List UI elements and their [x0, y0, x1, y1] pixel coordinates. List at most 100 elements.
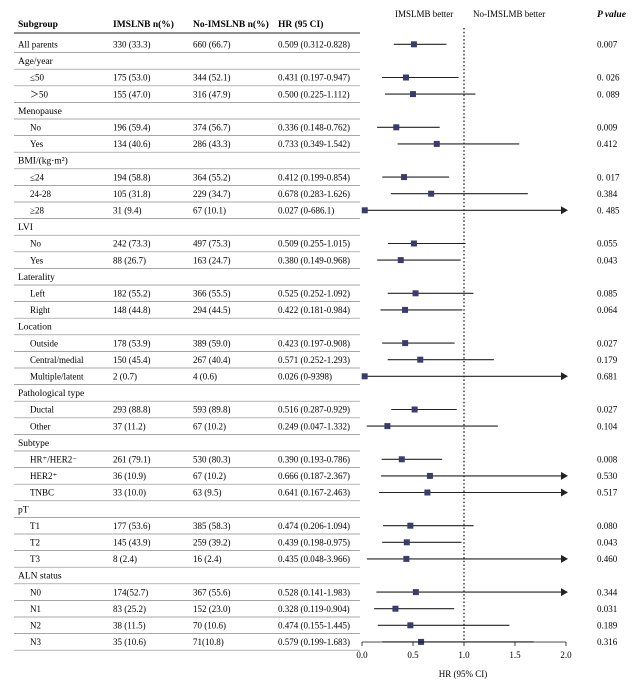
cell-p-value: 0.189	[597, 621, 618, 631]
group-label: ALN status	[18, 572, 62, 582]
cell-hr: 0.666 (0.187-2.367)	[278, 471, 350, 481]
cell-p-value: 0.043	[597, 538, 618, 548]
cell-imslnb: 37 (11.2)	[113, 421, 146, 431]
x-axis-ticks: 0.0 0.5 1.0 1.5 2.0	[356, 642, 572, 660]
row-label: 24-28	[30, 189, 51, 199]
group-label: LVI	[18, 223, 33, 233]
header-subgroup: Subgroup	[18, 20, 58, 30]
ci-marks	[361, 41, 568, 645]
cell-hr: 0.249 (0.047-1.332)	[278, 421, 350, 431]
hr-point	[402, 306, 409, 313]
cell-hr: 0.509 (0.312-0.828)	[278, 40, 350, 50]
ci-arrow	[561, 372, 568, 381]
cell-no-imslnb: 267 (40.4)	[193, 355, 231, 365]
row-label: N2	[30, 621, 41, 631]
cell-no-imslnb: 229 (34.7)	[193, 189, 231, 199]
hr-point	[433, 140, 440, 147]
hr-point	[428, 190, 435, 197]
cell-p-value: 0.530	[597, 471, 618, 481]
cell-p-value: 0.460	[597, 554, 618, 564]
ci-arrow	[561, 588, 568, 597]
cell-imslnb: 175 (53.0)	[113, 73, 151, 83]
hr-point	[401, 174, 408, 181]
hr-point	[384, 423, 391, 430]
cell-imslnb: 261 (79.1)	[113, 455, 151, 465]
cell-no-imslnb: 152 (23.0)	[193, 604, 231, 614]
cell-hr: 0.500 (0.225-1.112)	[278, 89, 350, 99]
cell-p-value: 0.055	[597, 239, 618, 249]
cell-imslnb: 134 (40.6)	[113, 139, 151, 149]
cell-no-imslnb: 344 (52.1)	[193, 73, 231, 83]
cell-imslnb: 194 (58.8)	[113, 172, 151, 182]
cell-hr: 0.431 (0.197-0.947)	[278, 73, 350, 83]
cell-imslnb: 148 (44.8)	[113, 305, 151, 315]
favors-right-label: No-IMSLMB better	[473, 9, 545, 19]
cell-p-value: 0.681	[597, 372, 617, 382]
cell-no-imslnb: 593 (89.8)	[193, 405, 231, 415]
group-label: Location	[18, 323, 52, 333]
row-label: No	[30, 123, 41, 133]
hr-point	[424, 489, 431, 496]
cell-p-value: 0. 485	[597, 206, 620, 216]
cell-imslnb: 105 (31.8)	[113, 189, 151, 199]
cell-p-value: 0. 026	[597, 73, 620, 83]
row-label: ＞50	[30, 89, 49, 99]
cell-hr: 0.528 (0.141-1.983)	[278, 587, 350, 597]
cell-imslnb: 150 (45.4)	[113, 355, 151, 365]
hr-point	[397, 257, 404, 264]
row-label: HR⁺/HER2⁻	[30, 455, 77, 465]
row-label: T2	[30, 538, 40, 548]
cell-imslnb: 38 (11.5)	[113, 621, 146, 631]
row-label: N0	[30, 587, 41, 597]
cell-imslnb: 330 (33.3)	[113, 40, 151, 50]
cell-hr: 0.641 (0.167-2.463)	[278, 488, 350, 498]
cell-imslnb: 31 (9.4)	[113, 206, 142, 216]
cell-no-imslnb: 70 (10.6)	[193, 621, 226, 631]
row-label: TNBC	[30, 488, 54, 498]
cell-p-value: 0. 089	[597, 89, 620, 99]
cell-p-value: 0.031	[597, 604, 617, 614]
group-label: Laterality	[18, 273, 55, 283]
row-label: Yes	[30, 255, 44, 265]
cell-imslnb: 2 (0.7)	[113, 372, 137, 382]
row-label: Central/medial	[30, 355, 84, 365]
hr-point	[361, 373, 368, 380]
row-label: ≤50	[30, 73, 44, 83]
cell-imslnb: 174(52.7)	[113, 587, 148, 597]
row-label: Outside	[30, 338, 58, 348]
header-imslnb: IMSLNB n(%)	[113, 19, 174, 30]
x-tick-label: 0.0	[356, 650, 368, 660]
cell-no-imslnb: 316 (47.9)	[193, 89, 231, 99]
cell-p-value: 0.412	[597, 139, 617, 149]
cell-no-imslnb: 660 (66.7)	[193, 40, 231, 50]
group-label: Age/year	[18, 57, 54, 67]
header-p-value: P value	[597, 10, 627, 20]
cell-p-value: 0.008	[597, 455, 618, 465]
cell-hr: 0.423 (0.197-0.908)	[278, 338, 350, 348]
cell-p-value: 0.104	[597, 421, 618, 431]
hr-point	[410, 91, 416, 98]
row-label: Multiple/latent	[30, 372, 84, 382]
row-label: ≤24	[30, 172, 44, 182]
cell-no-imslnb: 67 (10.2)	[193, 471, 226, 481]
cell-hr: 0.516 (0.287-0.929)	[278, 405, 350, 415]
hr-point	[417, 356, 424, 363]
cell-imslnb: 196 (59.4)	[113, 123, 151, 133]
cell-hr: 0.412 (0.199-0.854)	[278, 172, 350, 182]
x-tick-label: 0.5	[407, 650, 419, 660]
row-label: N3	[30, 637, 41, 647]
hr-point	[407, 622, 414, 629]
cell-p-value: 0.007	[597, 40, 618, 50]
cell-p-value: 0.384	[597, 189, 618, 199]
row-label: All parents	[18, 40, 58, 50]
cell-p-value: 0.179	[597, 355, 618, 365]
cell-no-imslnb: 497 (75.3)	[193, 239, 231, 249]
cell-hr: 0.474 (0.206-1.094)	[278, 521, 350, 531]
hr-point	[403, 555, 410, 562]
row-label: Left	[30, 289, 45, 299]
cell-hr: 0.509 (0.255-1.015)	[278, 239, 350, 249]
cell-no-imslnb: 367 (55.6)	[193, 587, 231, 597]
cell-imslnb: 155 (47.0)	[113, 89, 151, 99]
ci-arrow	[561, 206, 568, 215]
